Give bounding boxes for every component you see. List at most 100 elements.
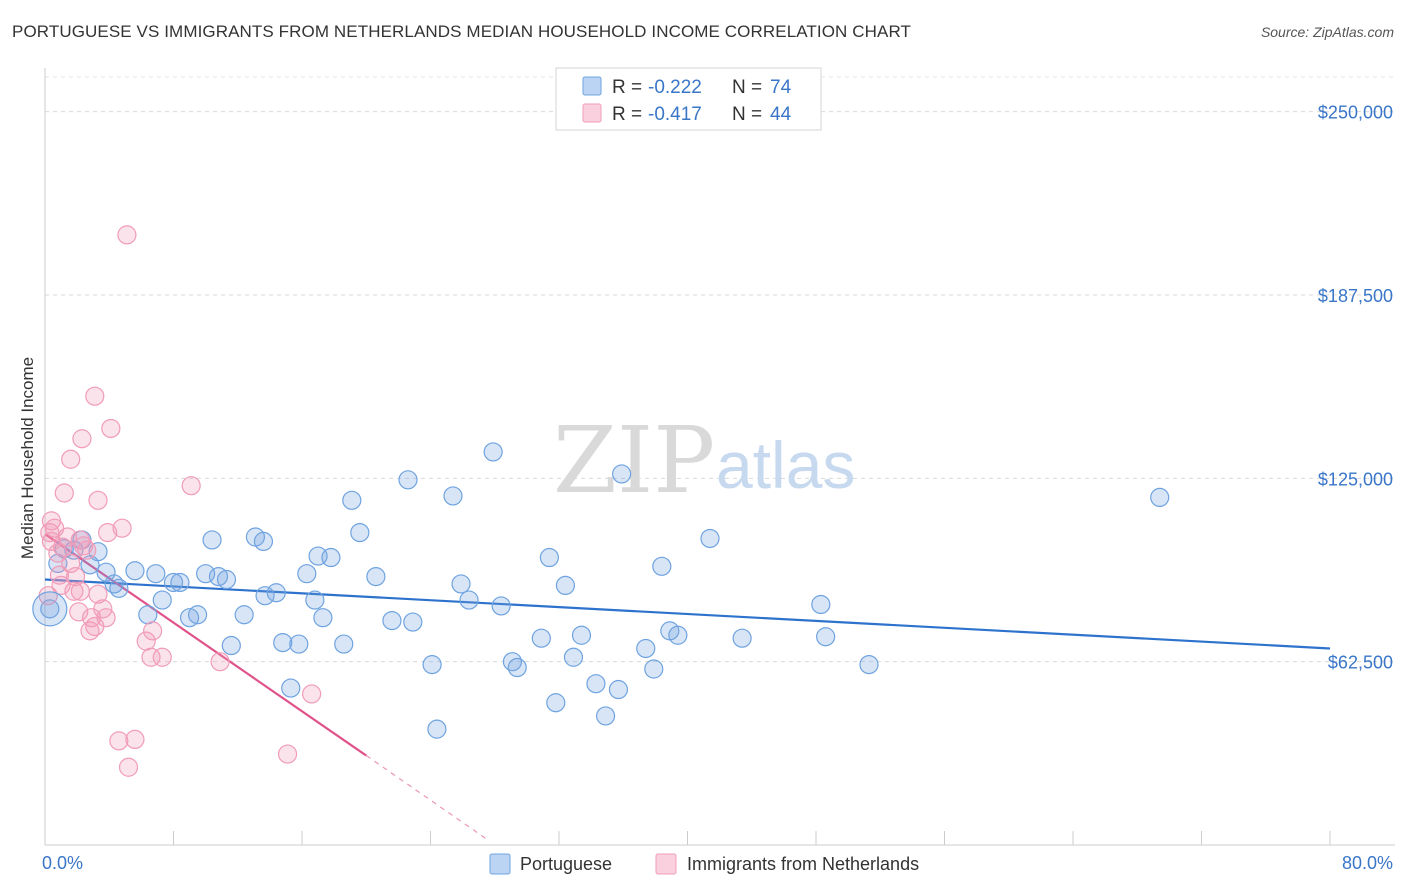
point-portuguese [608, 679, 629, 700]
point-netherlands [141, 647, 161, 667]
point-portuguese [816, 627, 836, 647]
point-portuguese [202, 530, 222, 550]
point-portuguese [146, 564, 166, 584]
point-netherlands [41, 531, 62, 552]
point-portuguese [216, 569, 237, 590]
y-tick-label: $250,000 [1318, 103, 1393, 123]
trend-line-netherlands [44, 533, 367, 757]
point-netherlands [109, 731, 129, 751]
data-points [32, 225, 1170, 777]
point-portuguese [668, 625, 688, 645]
point-portuguese [571, 625, 592, 645]
point-portuguese [125, 561, 145, 581]
point-netherlands [117, 225, 137, 245]
legend-n-value: 44 [770, 104, 792, 125]
point-portuguese [555, 575, 576, 596]
trend-lines [44, 533, 1331, 840]
legend-label-portuguese: Portuguese [520, 854, 612, 874]
point-portuguese [253, 531, 274, 552]
point-netherlands [49, 565, 70, 585]
point-portuguese [507, 657, 527, 678]
point-netherlands [88, 490, 108, 510]
point-netherlands [125, 729, 145, 750]
point-netherlands [70, 530, 90, 550]
point-netherlands [88, 584, 108, 604]
point-netherlands [152, 647, 172, 667]
point-netherlands [77, 540, 97, 560]
point-netherlands [54, 483, 74, 503]
point-portuguese [281, 678, 301, 698]
point-portuguese [859, 654, 879, 675]
point-netherlands [302, 684, 322, 704]
point-netherlands [98, 522, 118, 543]
point-portuguese [163, 572, 184, 593]
point-portuguese [427, 719, 447, 739]
point-netherlands [210, 652, 230, 672]
y-axis-title: Median Household Income [18, 357, 37, 559]
legend-r-value: -0.222 [648, 77, 702, 98]
point-portuguese [586, 674, 606, 694]
point-portuguese [266, 583, 286, 603]
point-portuguese [595, 706, 616, 726]
point-portuguese [403, 612, 423, 632]
point-portuguese [308, 546, 328, 566]
series-legend: Portuguese Immigrants from Netherlands [489, 853, 919, 875]
point-portuguese [732, 628, 752, 648]
gridlines [45, 76, 1395, 663]
point-portuguese [221, 635, 241, 656]
legend-swatch-portuguese [489, 853, 511, 875]
point-portuguese [32, 591, 68, 627]
point-portuguese [1150, 487, 1170, 507]
point-netherlands [143, 621, 163, 641]
point-netherlands [61, 449, 81, 469]
point-portuguese [138, 605, 158, 625]
point-netherlands [85, 386, 105, 406]
legend-n-label: N = [732, 77, 762, 98]
y-tick-label: $187,500 [1318, 286, 1393, 306]
point-portuguese [422, 654, 442, 675]
legend-r-value: -0.417 [648, 104, 702, 125]
legend-r-label: R = [612, 77, 642, 98]
point-netherlands [70, 581, 90, 601]
point-portuguese [811, 594, 831, 615]
point-portuguese [80, 555, 100, 575]
legend-n-value: 74 [770, 77, 792, 98]
trend-line-portuguese [44, 578, 1331, 650]
chart-title: PORTUGUESE VS IMMIGRANTS FROM NETHERLAND… [12, 22, 912, 41]
x-tick-labels: 0.0% 80.0% [42, 853, 1393, 873]
axes [44, 68, 1395, 846]
point-portuguese [350, 522, 370, 543]
point-portuguese [109, 578, 129, 598]
point-netherlands [112, 518, 132, 538]
watermark: ZIP atlas [553, 407, 855, 514]
legend-label-netherlands: Immigrants from Netherlands [687, 854, 919, 874]
point-portuguese [255, 586, 275, 606]
point-portuguese [187, 605, 208, 625]
point-portuguese [612, 464, 632, 484]
source-credit: Source: ZipAtlas.com [1260, 24, 1394, 40]
point-netherlands [181, 476, 201, 496]
point-portuguese [644, 659, 664, 679]
point-portuguese [546, 693, 566, 713]
point-netherlands [101, 418, 121, 439]
point-netherlands [72, 429, 92, 449]
point-portuguese [305, 590, 325, 610]
point-portuguese [451, 574, 471, 594]
point-portuguese [398, 470, 418, 490]
legend-swatch-netherlands [655, 853, 677, 875]
point-portuguese [313, 608, 333, 628]
point-portuguese [382, 610, 402, 631]
point-netherlands [53, 537, 73, 557]
point-netherlands [118, 757, 139, 777]
watermark-zip: ZIP [553, 407, 715, 514]
point-portuguese [234, 605, 254, 625]
point-portuguese [483, 442, 503, 462]
x-tick-label: 0.0% [42, 853, 83, 873]
point-portuguese [342, 490, 362, 510]
point-portuguese [700, 528, 720, 549]
stats-legend: R = -0.222 N = 74 R = -0.417 N = 44 [555, 67, 822, 131]
legend-n-label: N = [732, 104, 762, 125]
point-portuguese [334, 634, 354, 654]
point-portuguese [289, 634, 309, 654]
